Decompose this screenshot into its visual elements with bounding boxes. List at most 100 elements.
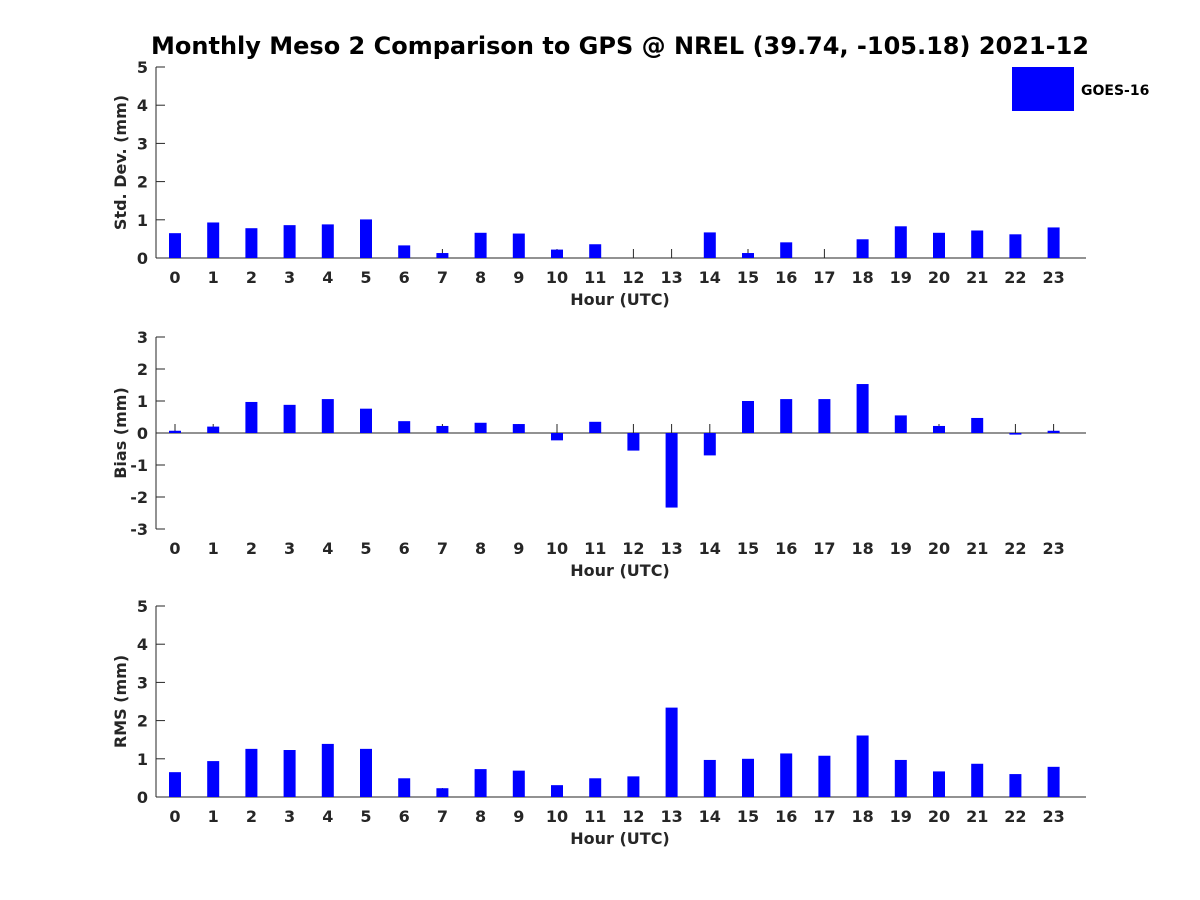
rms-x-tick-label: 8 — [475, 807, 486, 826]
bias-x-tick-label: 1 — [208, 539, 219, 558]
bias-bar — [856, 384, 869, 433]
bias-x-tick-label: 13 — [660, 539, 682, 558]
rms-x-tick-label: 12 — [622, 807, 644, 826]
std-dev-bar — [360, 219, 372, 258]
bias-bar — [474, 422, 487, 433]
legend-swatch — [1012, 67, 1074, 111]
std-dev-y-tick-label: 1 — [137, 211, 148, 230]
rms-bar — [207, 761, 220, 797]
bias-x-tick-label: 17 — [813, 539, 835, 558]
std-dev-y-tick-label: 4 — [137, 96, 148, 115]
bias-x-tick-label: 23 — [1042, 539, 1064, 558]
rms-bar — [1047, 766, 1060, 797]
std-dev-x-tick-label: 7 — [437, 268, 448, 287]
bias-y-tick-label: 2 — [137, 360, 148, 379]
rms-y-tick-label: 1 — [137, 750, 148, 769]
std-dev-x-tick-label: 14 — [699, 268, 721, 287]
std-dev-x-tick-label: 12 — [622, 268, 644, 287]
rms-bar — [856, 735, 869, 797]
bias-x-tick-label: 4 — [322, 539, 333, 558]
std-dev-bar — [1009, 234, 1022, 258]
rms-y-tick-label: 0 — [137, 788, 148, 807]
std-dev-y-axis-label: Std. Dev. (mm) — [111, 95, 130, 230]
rms-bar — [436, 788, 449, 797]
bias-x-tick-label: 8 — [475, 539, 486, 558]
rms-x-tick-label: 20 — [928, 807, 950, 826]
bias-bar — [742, 401, 754, 433]
std-dev-bar — [1047, 227, 1060, 258]
bias-x-tick-label: 20 — [928, 539, 950, 558]
bias-bar — [398, 421, 411, 433]
rms-bar — [512, 770, 525, 797]
rms-bar — [283, 750, 296, 797]
bias-x-axis-label: Hour (UTC) — [570, 561, 670, 580]
bias-x-tick-label: 14 — [699, 539, 721, 558]
bias-y-tick-label: 0 — [137, 424, 148, 443]
std-dev-bar — [283, 225, 296, 258]
bias-bar — [703, 433, 716, 456]
rms-x-tick-label: 15 — [737, 807, 759, 826]
rms-bar — [169, 772, 181, 797]
bias-bar — [169, 430, 181, 433]
rms-x-tick-label: 14 — [699, 807, 721, 826]
std-dev-bar — [398, 245, 411, 258]
rms-x-tick-label: 16 — [775, 807, 797, 826]
rms-bar — [398, 778, 411, 797]
bias-x-tick-label: 5 — [360, 539, 371, 558]
legend: GOES-16 — [1012, 67, 1149, 111]
bias-x-tick-label: 9 — [513, 539, 524, 558]
rms-bar — [589, 778, 602, 797]
bias-x-tick-label: 0 — [169, 539, 180, 558]
bias-bar — [360, 408, 372, 433]
bias-y-tick-label: -2 — [130, 488, 148, 507]
std-dev-x-tick-label: 21 — [966, 268, 988, 287]
legend-label: GOES-16 — [1081, 83, 1149, 99]
bias-bar — [1047, 430, 1060, 433]
std-dev-x-tick-label: 17 — [813, 268, 835, 287]
std-dev-bar — [207, 222, 220, 258]
rms-y-tick-label: 5 — [137, 597, 148, 616]
std-dev-x-tick-label: 10 — [546, 268, 568, 287]
bias-bar — [321, 399, 334, 433]
bias-bar — [512, 424, 525, 433]
rms-x-tick-label: 2 — [246, 807, 257, 826]
bias-x-tick-label: 7 — [437, 539, 448, 558]
bias-bar — [818, 399, 831, 433]
bias-bar — [589, 421, 602, 433]
std-dev-bar — [856, 239, 869, 258]
rms-bar — [360, 748, 372, 797]
std-dev-bar — [780, 242, 793, 258]
rms-bar — [742, 758, 754, 797]
bias-bar — [780, 399, 793, 433]
rms-x-tick-label: 11 — [584, 807, 606, 826]
bias-x-tick-label: 6 — [399, 539, 410, 558]
rms-x-tick-label: 0 — [169, 807, 180, 826]
std-dev-x-tick-label: 19 — [890, 268, 912, 287]
bias-x-tick-label: 18 — [851, 539, 873, 558]
bias-x-tick-label: 2 — [246, 539, 257, 558]
rms-bar — [665, 707, 678, 797]
std-dev-x-tick-label: 5 — [360, 268, 371, 287]
rms-bar — [551, 785, 563, 797]
std-dev-bar — [436, 253, 449, 258]
bias-x-tick-label: 12 — [622, 539, 644, 558]
rms-bar — [627, 776, 640, 797]
rms-x-tick-label: 1 — [208, 807, 219, 826]
bias-y-tick-label: 3 — [137, 328, 148, 347]
bias-x-tick-label: 21 — [966, 539, 988, 558]
rms-x-axis-label: Hour (UTC) — [570, 829, 670, 848]
std-dev-x-tick-label: 23 — [1042, 268, 1064, 287]
std-dev-bar — [589, 244, 602, 258]
rms-bar — [933, 771, 945, 797]
rms-bar — [321, 743, 334, 797]
rms-bar — [780, 753, 793, 797]
rms-x-tick-label: 19 — [890, 807, 912, 826]
std-dev-x-tick-label: 11 — [584, 268, 606, 287]
bias-x-tick-label: 22 — [1004, 539, 1026, 558]
bias-bar — [283, 404, 296, 433]
std-dev-x-tick-label: 13 — [660, 268, 682, 287]
std-dev-x-tick-label: 3 — [284, 268, 295, 287]
rms-y-axis-label: RMS (mm) — [111, 655, 130, 748]
std-dev-bar — [512, 233, 525, 258]
